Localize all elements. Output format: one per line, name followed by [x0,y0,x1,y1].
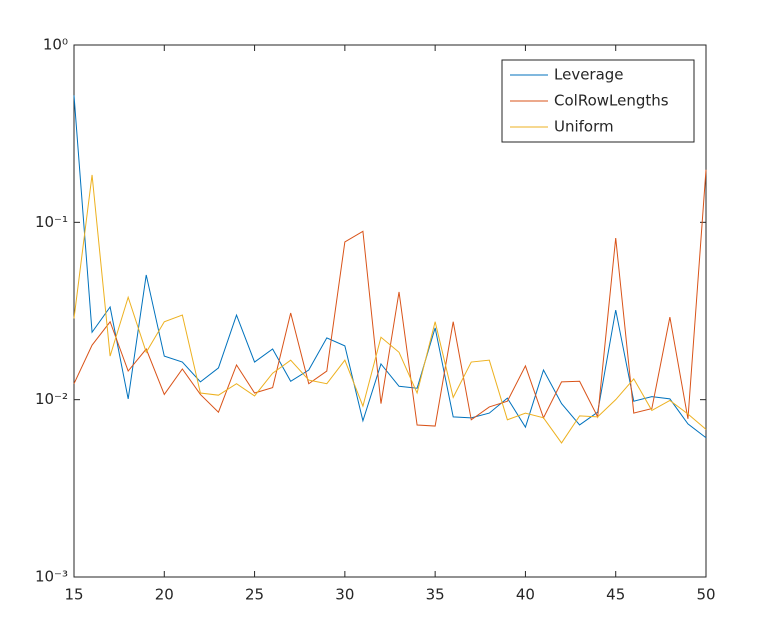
legend-label: Uniform [554,118,614,136]
y-tick-label: 10⁰ [43,36,68,54]
x-tick-label: 50 [696,586,715,604]
series-line [73,174,707,444]
legend-label: ColRowLengths [554,92,669,110]
x-tick-label: 35 [426,586,445,604]
series-line [73,169,707,427]
x-tick-label: 25 [245,586,264,604]
x-tick-label: 30 [335,586,354,604]
y-tick-label: 10⁻¹ [35,213,68,231]
x-tick-label: 45 [606,586,625,604]
legend-label: Leverage [554,66,624,84]
y-tick-label: 10⁻² [35,390,68,408]
series-line [73,95,707,439]
x-tick-label: 40 [516,586,535,604]
legend: Leverage ColRowLengths Uniform [501,59,695,143]
x-tick-label: 15 [64,586,83,604]
x-tick-label: 20 [155,586,174,604]
y-tick-label: 10⁻³ [35,568,68,586]
